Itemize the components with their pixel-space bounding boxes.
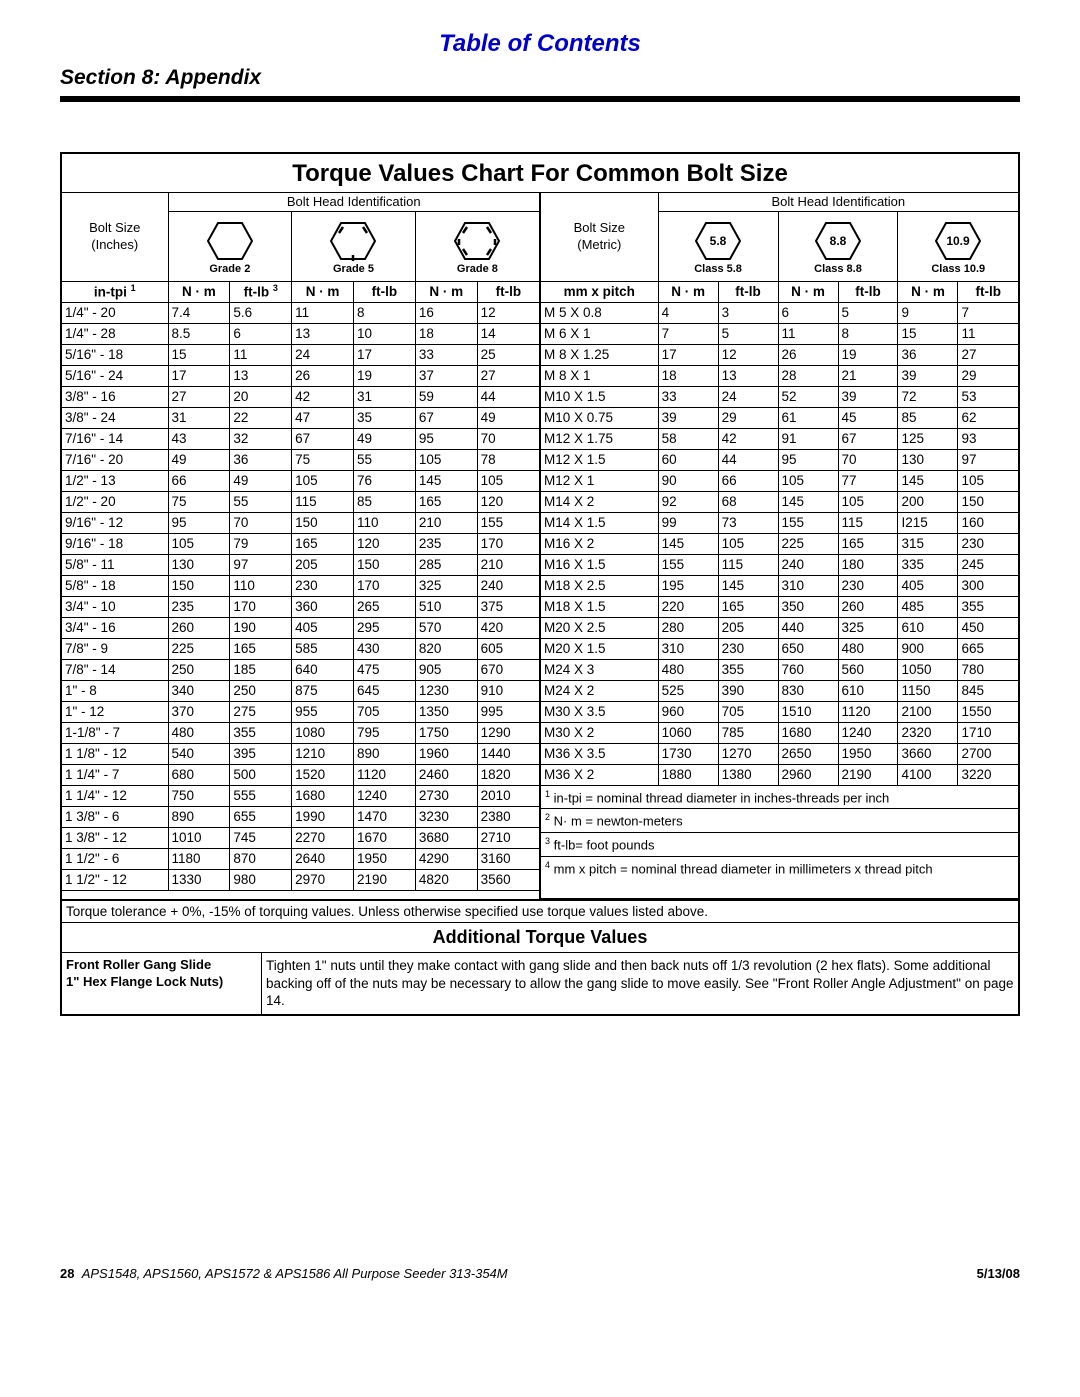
table-row: 3/8" - 16272042315944 [62,386,539,407]
chart-title: Torque Values Chart For Common Bolt Size [62,154,1018,193]
table-row: 1 3/8" - 1210107452270167036802710 [62,827,539,848]
table-row: M14 X 1.59973155115I215160 [541,512,1018,533]
table-row: 1" - 83402508756451230910 [62,680,539,701]
table-row: 5/8" - 18150110230170325240 [62,575,539,596]
grade5-hex: Grade 5 [292,211,416,281]
table-row: M18 X 2.5195145310230405300 [541,575,1018,596]
table-row: M16 X 1.5155115240180335245 [541,554,1018,575]
table-row: 1" - 123702759557051350995 [62,701,539,722]
table-row: 1/4" - 288.5613101814 [62,323,539,344]
table-row: M30 X 210607851680124023201710 [541,722,1018,743]
table-row: 1/2" - 13664910576145105 [62,470,539,491]
table-row: M 8 X 1181328213929 [541,365,1018,386]
torque-chart: Torque Values Chart For Common Bolt Size… [60,152,1020,1016]
addl-left-l2: 1" Hex Flange Lock Nuts) [66,974,223,989]
table-row: M12 X 1906610577145105 [541,470,1018,491]
table-row: 1 1/2" - 1213309802970219048203560 [62,869,539,890]
table-row: M12 X 1.56044957013097 [541,449,1018,470]
table-row: 9/16" - 129570150110210155 [62,512,539,533]
bolt-size-inch-l2: (Inches) [91,237,138,252]
table-row: 7/16" - 204936755510578 [62,449,539,470]
table-row: M12 X 1.755842916712593 [541,428,1018,449]
svg-text:8.8: 8.8 [830,234,847,248]
ident-inch: Bolt Head Identification [168,193,539,211]
ident-metric: Bolt Head Identification [658,193,1018,211]
table-row: 1/2" - 20755511585165120 [62,491,539,512]
grade8-hex: Grade 8 [415,211,539,281]
class109-hex: 10.9 Class 10.9 [898,211,1018,281]
table-row: M10 X 1.5332452397253 [541,386,1018,407]
note4: 4 mm x pitch = nominal thread diameter i… [541,857,1018,899]
table-row: M36 X 3.5173012702650195036602700 [541,743,1018,764]
table-row: 1 1/2" - 611808702640195042903160 [62,848,539,869]
table-row: M36 X 2188013802960219041003220 [541,764,1018,785]
table-row: 1 1/4" - 76805001520112024601820 [62,764,539,785]
divider [60,96,1020,102]
grade2-hex: Grade 2 [168,211,292,281]
addl-right: Tighten 1" nuts until they make contact … [262,953,1018,1014]
table-row: 7/8" - 14250185640475905670 [62,659,539,680]
page-number: 28 [60,1266,74,1281]
section-title: Section 8: Appendix [60,66,1020,90]
bolt-size-inch-l1: Bolt Size [89,220,140,235]
table-row: M24 X 25253908306101150845 [541,680,1018,701]
toc-link[interactable]: Table of Contents [60,30,1020,58]
table-row: 3/4" - 16260190405295570420 [62,617,539,638]
tolerance-text: Torque tolerance + 0%, -15% of torquing … [62,900,1018,922]
table-row: 5/8" - 1113097205150285210 [62,554,539,575]
addl-left-l1: Front Roller Gang Slide [66,957,211,972]
table-row: M 8 X 1.25171226193627 [541,344,1018,365]
footer-mid: APS1548, APS1560, APS1572 & APS1586 All … [82,1266,508,1281]
table-row: M24 X 34803557605601050780 [541,659,1018,680]
bolt-size-metric-l2: (Metric) [577,237,621,252]
svg-text:5.8: 5.8 [710,234,727,248]
note1: 1 in-tpi = nominal thread diameter in in… [541,785,1018,809]
class88-hex: 8.8 Class 8.8 [778,211,898,281]
table-row: 9/16" - 1810579165120235170 [62,533,539,554]
table-row: 1/4" - 207.45.61181612 [62,302,539,323]
table-row: 7/16" - 14433267499570 [62,428,539,449]
footer-date: 5/13/08 [977,1266,1020,1281]
svg-text:10.9: 10.9 [947,234,971,248]
additional-row: Front Roller Gang Slide 1" Hex Flange Lo… [62,953,1018,1014]
table-row: 7/8" - 9225165585430820605 [62,638,539,659]
note3: 3 ft-lb= foot pounds [541,833,1018,857]
table-row: 5/16" - 24171326193727 [62,365,539,386]
table-row: 5/16" - 18151124173325 [62,344,539,365]
table-row: 3/8" - 24312247356749 [62,407,539,428]
table-row: M16 X 2145105225165315230 [541,533,1018,554]
table-row: 1-1/8" - 7480355108079517501290 [62,722,539,743]
table-row: M14 X 29268145105200150 [541,491,1018,512]
table-row: 1 1/8" - 12540395121089019601440 [62,743,539,764]
table-row: M30 X 3.59607051510112021001550 [541,701,1018,722]
table-row: M20 X 2.5280205440325610450 [541,617,1018,638]
footer: 28 APS1548, APS1560, APS1572 & APS1586 A… [60,1266,1020,1281]
bolt-size-metric-l1: Bolt Size [574,220,625,235]
table-row: M20 X 1.5310230650480900665 [541,638,1018,659]
metric-table: Bolt Size (Metric) Bolt Head Identificat… [541,193,1018,899]
inch-table: Bolt Size (Inches) Bolt Head Identificat… [62,193,541,899]
class58-hex: 5.8 Class 5.8 [658,211,778,281]
additional-title: Additional Torque Values [62,922,1018,953]
note2: 2 N· m = newton-meters [541,809,1018,833]
table-row: 1 3/8" - 68906551990147032302380 [62,806,539,827]
table-row: M10 X 0.75392961458562 [541,407,1018,428]
table-row: M 5 X 0.8436597 [541,302,1018,323]
table-row: 1 1/4" - 127505551680124027302010 [62,785,539,806]
table-row: 3/4" - 10235170360265510375 [62,596,539,617]
table-row: M18 X 1.5220165350260485355 [541,596,1018,617]
table-row: M 6 X 1751181511 [541,323,1018,344]
